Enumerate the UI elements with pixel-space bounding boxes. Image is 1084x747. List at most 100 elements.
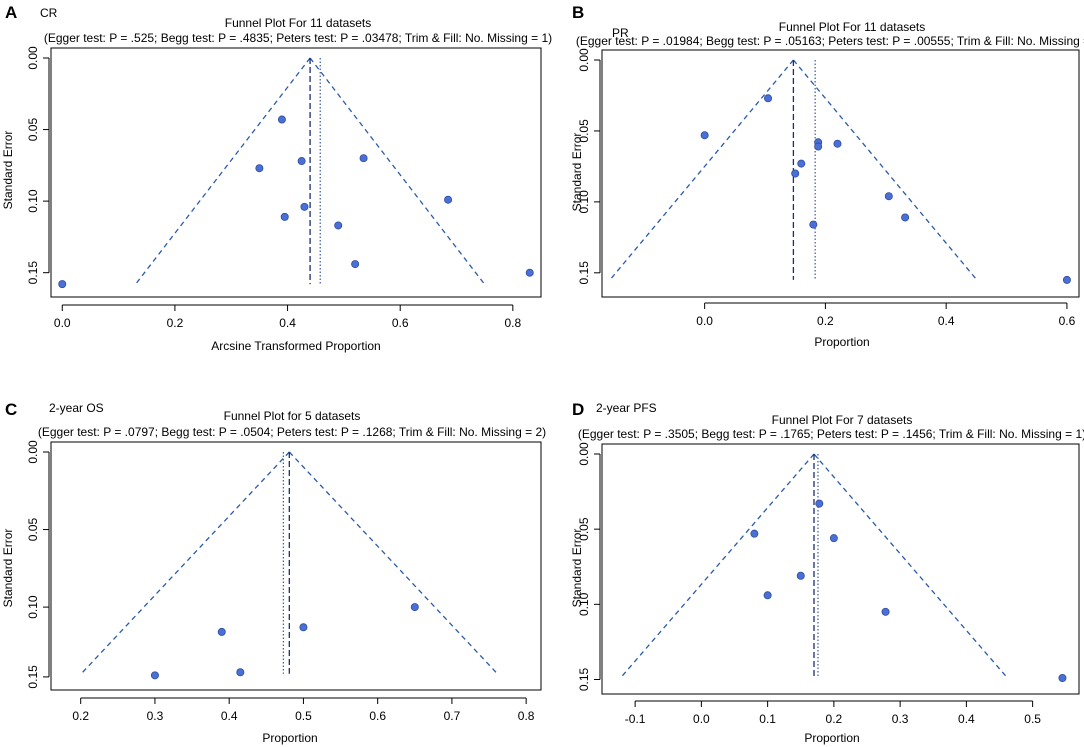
x-axis-label: Proportion xyxy=(814,335,869,349)
y-axis-ticks: 0.00 0.05 0.10 0.15 xyxy=(577,48,601,285)
funnel-left-line xyxy=(135,57,311,285)
data-point xyxy=(444,195,453,204)
data-point xyxy=(833,139,842,148)
y-tick-label: 0.00 xyxy=(577,442,591,466)
data-point xyxy=(217,627,226,636)
data-point xyxy=(750,529,759,538)
panel-c: C 2-year OS Funnel Plot for 5 datasets (… xyxy=(1,400,546,745)
panel-d: D 2-year PFS Funnel Plot For 7 datasets … xyxy=(570,400,1084,745)
data-point xyxy=(280,212,289,221)
chart-stats: (Egger test: P = .01984; Begg test: P = … xyxy=(576,34,1084,48)
x-tick-label: 0.6 xyxy=(1059,314,1076,328)
plot-frame xyxy=(50,441,542,691)
y-axis-ticks: 0.00 0.05 0.10 0.15 xyxy=(26,46,50,284)
panel-subtitle: 2-year OS xyxy=(49,401,104,415)
chart-stats: (Egger test: P = .3505; Begg test: P = .… xyxy=(578,427,1084,441)
x-tick-label: 0.2 xyxy=(826,712,843,726)
x-axis-ticks: 0.0 0.2 0.4 0.6 0.8 xyxy=(54,304,522,330)
plot-area xyxy=(620,453,1067,682)
y-axis-label: Standard Error xyxy=(1,529,15,608)
data-point xyxy=(351,260,360,269)
x-tick-label: 0.3 xyxy=(892,712,909,726)
data-point xyxy=(881,607,890,616)
data-point xyxy=(814,142,823,151)
y-tick-label: 0.05 xyxy=(577,517,591,541)
data-point xyxy=(1062,275,1071,284)
funnel-right-line xyxy=(813,453,1008,679)
x-axis-ticks: 0.2 0.3 0.4 0.5 0.6 0.7 0.8 xyxy=(72,697,535,723)
chart-title: Funnel Plot For 7 datasets xyxy=(772,413,913,427)
x-tick-label: 0.7 xyxy=(444,709,461,723)
y-tick-label: 0.15 xyxy=(577,667,591,691)
panel-subtitle: PR xyxy=(612,26,629,40)
x-tick-label: 0.6 xyxy=(392,316,409,330)
chart-title: Funnel Plot For 11 datasets xyxy=(779,20,926,34)
y-tick-label: 0.05 xyxy=(577,119,591,143)
panel-letter: B xyxy=(572,3,584,22)
x-tick-label: 0.1 xyxy=(759,712,776,726)
x-tick-label: 0.2 xyxy=(817,314,834,328)
x-tick-label: 0.4 xyxy=(958,712,975,726)
x-tick-label: 0.4 xyxy=(938,314,955,328)
data-point xyxy=(797,159,806,168)
data-point xyxy=(763,591,772,600)
x-tick-label: 0.4 xyxy=(279,316,296,330)
plot-frame xyxy=(50,47,542,298)
y-tick-label: 0.10 xyxy=(577,592,591,616)
plot-frame xyxy=(601,443,1080,695)
data-point xyxy=(815,499,824,508)
x-tick-label: 0.5 xyxy=(1024,712,1041,726)
x-tick-label: 0.6 xyxy=(369,709,386,723)
chart-stats: (Egger test: P = .0797; Begg test: P = .… xyxy=(38,425,546,439)
data-point xyxy=(884,192,893,201)
panel-a: A CR Funnel Plot For 11 datasets (Egger … xyxy=(1,3,552,353)
x-tick-label: 0.5 xyxy=(295,709,312,723)
data-point xyxy=(58,280,67,289)
panel-subtitle: CR xyxy=(40,6,58,20)
data-point xyxy=(255,164,264,173)
plot-frame xyxy=(601,49,1080,298)
data-point xyxy=(829,534,838,543)
y-axis-label: Standard Error xyxy=(1,131,15,210)
data-point xyxy=(277,115,286,124)
x-tick-label: 0.4 xyxy=(221,709,238,723)
y-tick-label: 0.10 xyxy=(577,190,591,214)
y-tick-label: 0.15 xyxy=(577,261,591,285)
y-tick-label: 0.10 xyxy=(26,189,40,213)
y-axis-ticks: 0.00 0.05 0.10 0.15 xyxy=(577,442,601,691)
x-axis-ticks: 0.0 0.2 0.4 0.6 xyxy=(696,302,1076,328)
data-point xyxy=(299,623,308,632)
data-point xyxy=(901,213,910,222)
x-tick-label: 0.8 xyxy=(504,316,521,330)
plot-area xyxy=(80,451,498,680)
chart-stats: (Egger test: P = .525; Begg test: P = .4… xyxy=(44,31,552,45)
data-point xyxy=(764,94,773,103)
x-tick-label: 0.0 xyxy=(54,316,71,330)
x-axis-label: Proportion xyxy=(804,731,859,745)
data-point xyxy=(791,169,800,178)
funnel-left-line xyxy=(80,451,290,675)
x-tick-label: 0.8 xyxy=(518,709,535,723)
y-tick-label: 0.05 xyxy=(26,518,40,542)
panel-letter: C xyxy=(5,400,17,419)
funnel-left-line xyxy=(620,453,815,679)
y-tick-label: 0.00 xyxy=(577,48,591,72)
x-tick-label: 0.2 xyxy=(167,316,184,330)
data-point xyxy=(796,571,805,580)
data-point xyxy=(150,671,159,680)
data-point xyxy=(300,202,309,211)
x-tick-label: 0.3 xyxy=(147,709,164,723)
data-point xyxy=(334,221,343,230)
funnel-right-line xyxy=(792,59,978,281)
funnel-left-line xyxy=(609,59,794,281)
x-axis-label: Arcsine Transformed Proportion xyxy=(211,339,380,353)
panel-b: B PR Funnel Plot For 11 datasets (Egger … xyxy=(570,3,1084,349)
plot-area xyxy=(58,57,534,289)
data-point xyxy=(236,668,245,677)
x-tick-label: 0.0 xyxy=(696,314,713,328)
data-point xyxy=(525,268,534,277)
data-point xyxy=(359,154,368,163)
chart-title: Funnel Plot For 11 datasets xyxy=(225,16,372,30)
y-tick-label: 0.15 xyxy=(26,665,40,689)
